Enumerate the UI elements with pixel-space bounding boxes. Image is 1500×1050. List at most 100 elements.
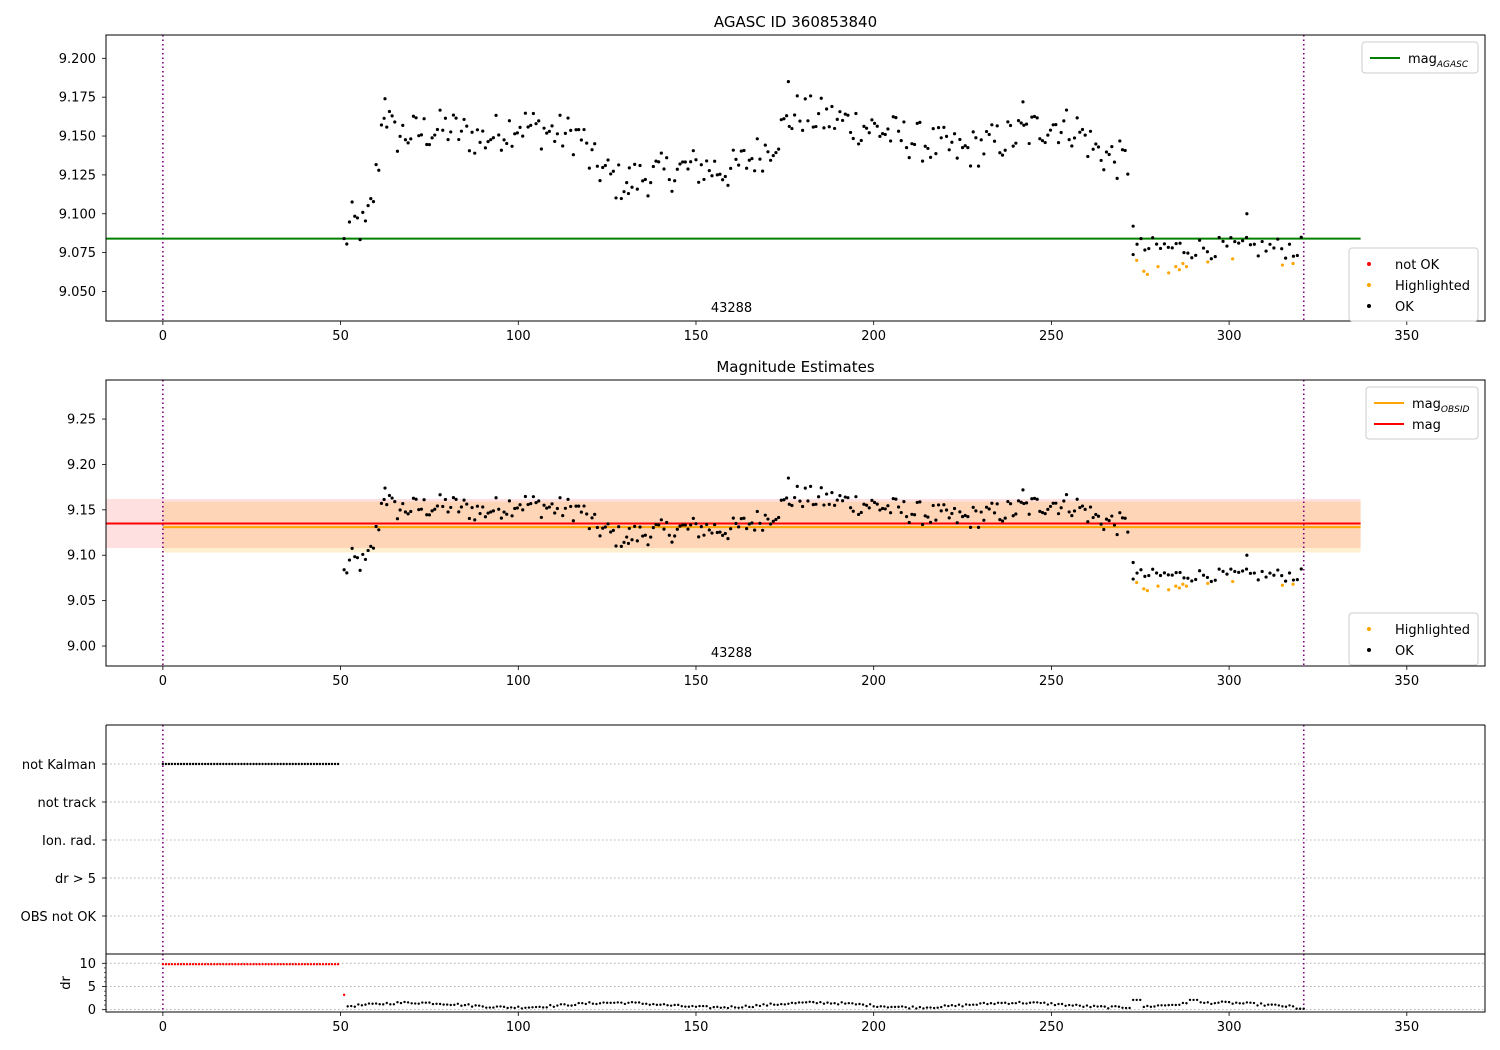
- estimates-ok-point: [846, 496, 850, 500]
- dr-ok-point: [634, 1001, 637, 1004]
- estimates-ok-point: [393, 500, 397, 504]
- not-kalman-point: [231, 762, 234, 766]
- agasc-ok-point: [843, 112, 847, 116]
- estimates-ok-point: [497, 507, 501, 511]
- agasc-ok-point: [579, 138, 583, 142]
- dr-red-point: [185, 963, 189, 966]
- dr-red-point: [206, 963, 210, 966]
- estimates-ok-point: [1166, 573, 1170, 577]
- dr-ok-point: [595, 1002, 598, 1006]
- estimates-ok-point: [553, 511, 557, 515]
- estimates-ok-point: [806, 499, 810, 503]
- estimates-ok-point: [363, 557, 368, 562]
- estimates-ok-point: [441, 504, 445, 509]
- estimates-ok-point: [1056, 512, 1061, 516]
- dr-ok-point: [1117, 1005, 1121, 1008]
- dr-ok-point: [776, 1003, 779, 1007]
- estimates-ok-point: [673, 534, 677, 538]
- agasc-ok-point: [502, 138, 506, 142]
- estimates-ok-point: [502, 510, 506, 514]
- estimates-ok-point: [643, 533, 647, 537]
- agasc-ok-point: [350, 200, 354, 204]
- dr-ok-point: [424, 1001, 428, 1004]
- agasc-ok-point: [377, 168, 381, 172]
- dr-ok-point: [1003, 1001, 1007, 1004]
- agasc-ok-point: [1048, 128, 1053, 132]
- dr-ok-point: [833, 1002, 836, 1005]
- dr-red-point: [324, 963, 328, 966]
- agasc-ok-point: [467, 149, 472, 153]
- agasc-ok-point: [787, 124, 791, 129]
- agasc-highlighted-point: [1142, 269, 1146, 273]
- agasc-ok-point: [383, 97, 387, 101]
- estimates-ok-point: [1162, 571, 1167, 575]
- agasc-ok-point: [801, 128, 805, 132]
- estimates-ok-point: [638, 525, 642, 529]
- dr-ok-point: [915, 1007, 918, 1010]
- dr-red-point: [191, 963, 195, 966]
- estimates-xtick-label: 100: [506, 674, 531, 689]
- estimates-ok-point: [1051, 501, 1055, 505]
- agasc-ok-point: [569, 128, 573, 132]
- dr-ok-point: [421, 1001, 424, 1004]
- not-kalman-point: [309, 762, 313, 766]
- agasc-ok-point: [950, 140, 954, 144]
- estimates-ok-point: [1120, 516, 1125, 520]
- agasc-ok-point: [1118, 139, 1122, 143]
- agasc-xtick-label: 150: [684, 329, 709, 344]
- dr-ok-point: [627, 1001, 630, 1004]
- dr-ok-point: [993, 1002, 996, 1006]
- estimates-ok-point: [854, 495, 858, 499]
- estimates-ok-point: [955, 521, 959, 525]
- dr-ok-point: [836, 1003, 840, 1006]
- dr-ok-point: [1256, 1004, 1259, 1007]
- estimates-ok-point: [742, 516, 746, 520]
- estimates-ok-point: [1126, 530, 1130, 534]
- estimates-ok-point: [1284, 579, 1288, 583]
- agasc-ok-point: [968, 164, 973, 168]
- estimates-highlighted-point: [1167, 588, 1171, 592]
- estimates-ok-point: [379, 501, 384, 506]
- estimates-ok-point: [401, 502, 405, 506]
- dr-red-point: [203, 963, 207, 966]
- estimates-ytick-label: 9.15: [67, 503, 96, 518]
- estimates-ok-point: [1059, 506, 1063, 510]
- agasc-ok-point: [1075, 116, 1079, 120]
- estimates-ok-point: [1038, 509, 1042, 514]
- estimates-ok-point: [870, 498, 874, 502]
- dr-ok-point: [1131, 998, 1135, 1002]
- dr-red-point: [282, 963, 285, 966]
- dr-ok-point: [940, 1005, 943, 1009]
- agasc-ok-point: [862, 124, 866, 128]
- estimates-highlighted-point: [1135, 580, 1139, 585]
- estimates-ok-point: [1205, 575, 1210, 580]
- dr-red-point: [231, 963, 234, 966]
- dr-ok-point: [876, 1005, 879, 1009]
- estimates-ok-point: [1225, 572, 1229, 576]
- dr-ok-point: [605, 1001, 609, 1005]
- agasc-ok-point: [1139, 237, 1143, 241]
- agasc-ok-point: [473, 151, 477, 155]
- agasc-ok-point: [1217, 235, 1221, 240]
- not-kalman-point: [185, 762, 189, 766]
- not-kalman-point: [203, 762, 207, 766]
- agasc-ok-point: [438, 108, 442, 112]
- estimates-ok-point: [824, 492, 829, 496]
- agasc-ok-point: [774, 150, 778, 155]
- dr-ok-point: [1128, 1006, 1131, 1010]
- estimates-ok-point: [521, 508, 525, 512]
- not-kalman-point: [294, 762, 297, 766]
- estimates-ok-point: [1107, 519, 1111, 523]
- not-kalman-point: [179, 762, 183, 766]
- estimates-ok-point: [1233, 569, 1237, 574]
- estimates-ok-point: [542, 503, 546, 507]
- estimates-ok-point: [787, 502, 791, 506]
- dr-ok-point: [445, 1003, 449, 1006]
- agasc-ok-point: [936, 126, 941, 130]
- agasc-ok-point: [1194, 253, 1198, 257]
- dr-red-point: [306, 963, 310, 966]
- dr-ok-point: [414, 1002, 417, 1005]
- agasc-xtick-label: 100: [506, 329, 531, 344]
- agasc-xtick-label: 50: [332, 329, 349, 344]
- estimates-ok-point: [635, 539, 639, 543]
